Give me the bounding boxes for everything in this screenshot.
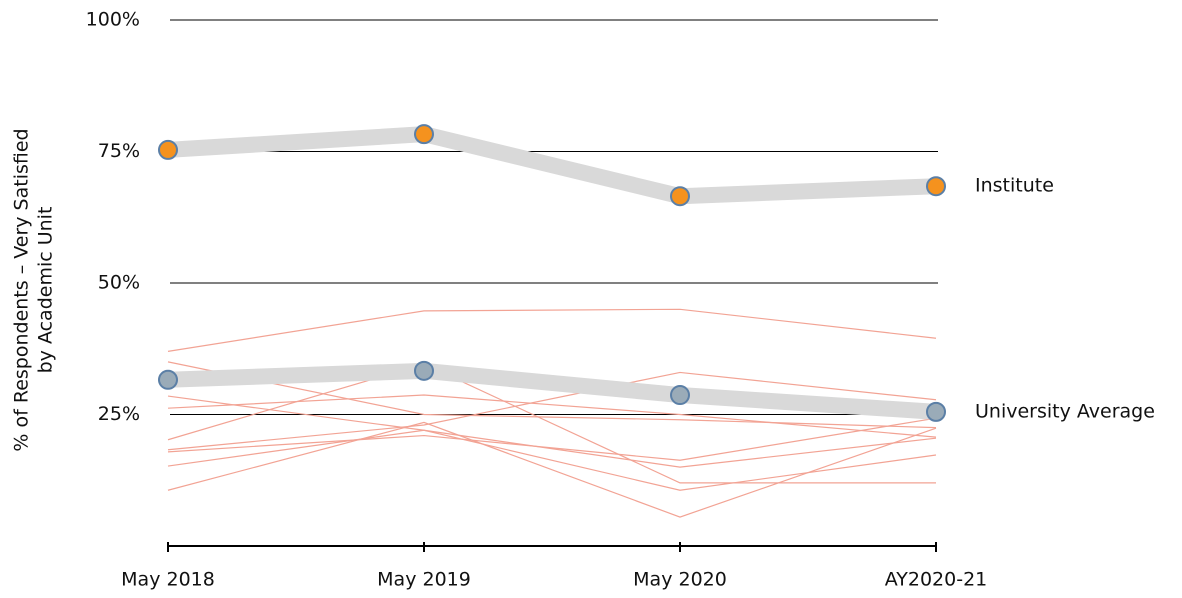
y-tick-label: 25% [98,403,140,425]
y-tick-label: 75% [98,140,140,162]
series-label: University Average [975,400,1155,422]
highlight-band [167,362,937,420]
x-tick-label: May 2020 [633,569,727,591]
point [158,369,178,390]
unit-line [167,363,936,484]
unit-line [167,417,937,461]
y-tick-label: 50% [98,272,140,294]
unit-line [167,361,937,429]
point [670,385,690,406]
point [414,360,434,381]
y-axis-title: % of Respondents – Very Satisfied [11,128,33,451]
point [926,176,946,197]
x-tick-label: May 2018 [121,569,215,591]
point [670,186,690,207]
x-tick-label: May 2019 [377,569,471,591]
x-tick-label: AY2020-21 [885,569,988,591]
unit-line [167,395,937,468]
point [414,124,434,145]
highlight-band [167,126,937,205]
point [158,139,178,160]
unit-line [167,421,937,518]
point [926,401,946,422]
unit-line [167,308,937,352]
y-tick-label: 100% [86,9,140,31]
unit-line [167,371,937,451]
y-axis-title: by Academic Unit [35,207,57,374]
series-label: Institute [975,175,1054,197]
